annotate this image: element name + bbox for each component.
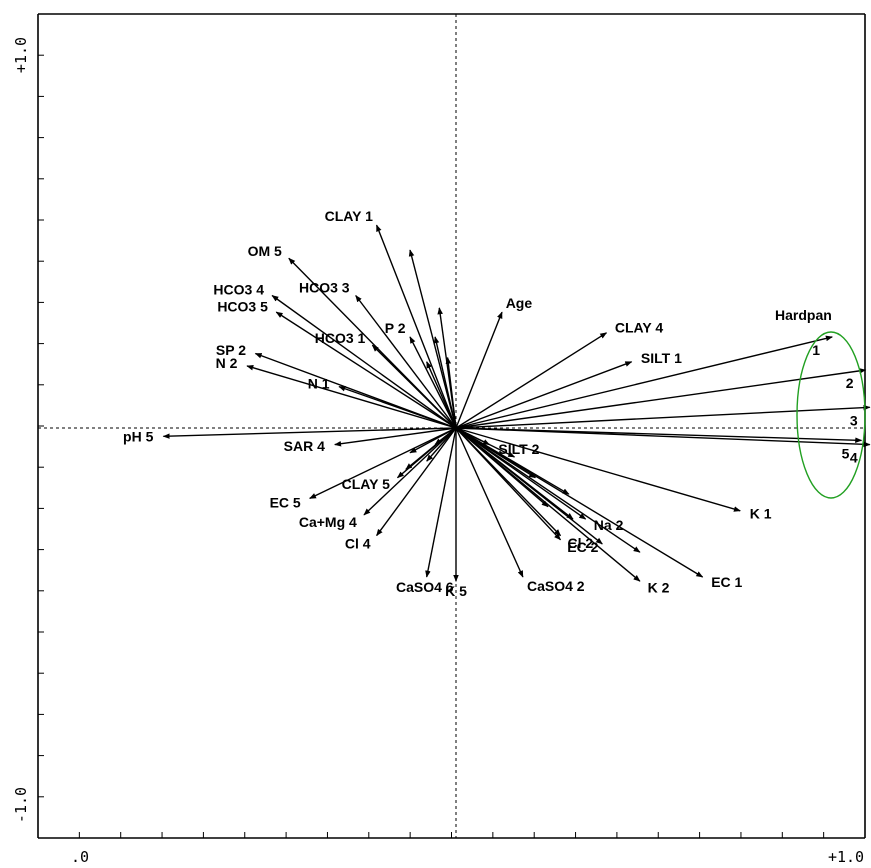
vector-clay-4 [455,332,608,429]
y-tick-label-1: -1.0 [12,787,30,823]
vector-age [455,311,503,429]
vector-n-1 [338,385,457,429]
vector-label-ca-mg-4: Ca+Mg 4 [299,514,357,530]
vector-label-ph-5: pH 5 [123,429,154,445]
vector-k-1 [455,427,741,512]
vector-label-clay-5: CLAY 5 [342,476,390,492]
vector-hco3-4 [271,294,457,429]
vector-label-k-5: K 5 [445,583,467,599]
vector-label-k-2: K 2 [648,580,670,596]
vector-ec-5 [309,427,457,500]
vector-label-n-1: N 1 [308,375,330,391]
vector-ec-1 [455,427,704,578]
vector-label-na-2: Na 2 [594,517,624,533]
vector-label-ec-2: EC 2 [567,539,598,555]
vector-cl-4 [376,427,457,537]
vector-3 [455,404,871,429]
vector-label-silt-1: SILT 1 [641,350,682,366]
vector-ph-5 [162,427,457,439]
vector-caso4-6 [425,427,457,578]
vector-label-ec-1: EC 1 [711,574,742,590]
vector-label-om-5: OM 5 [248,243,282,259]
vector-label-hco3-1: HCO3 1 [315,330,366,346]
unlabeled-vector-2 [433,336,457,429]
x-tick-label-0: .0 [71,848,89,866]
vector-label-p-2: P 2 [385,320,406,336]
vector-label-ec-5: EC 5 [270,495,301,511]
hardpan-label: Hardpan [775,307,832,323]
vector-label-4: 4 [850,450,858,466]
axis-ticks [37,13,866,839]
plot-frame [37,13,866,839]
vector-label-silt-2: SILT 2 [498,441,539,457]
vector-hco3-3 [355,294,457,429]
vector-na-2 [455,427,587,520]
vector-clay-1 [375,224,457,429]
vector-p-2 [409,336,457,429]
vector-label-5: 5 [842,445,850,461]
vector-label-1: 1 [812,342,820,358]
vector-hco3-1 [371,344,457,429]
unlabeled-vector-0 [408,249,457,429]
vector-label-cl-2: Cl 2 [568,535,594,551]
vector-label-hco3-4: HCO3 4 [213,282,264,298]
unlabeled-vector-14 [455,427,603,545]
vector-label-2: 2 [846,375,854,391]
hardpan-ellipse [796,331,866,499]
vector-label-clay-4: CLAY 4 [615,319,663,335]
vector-1 [455,335,833,429]
vector-label-k-1: K 1 [750,506,772,522]
vector-caso4-2 [455,427,524,578]
vector-label-age: Age [506,295,533,311]
vector-label-hco3-3: HCO3 3 [299,280,350,296]
y-tick-label-0: +1.0 [12,37,30,73]
vector-label-caso4-2: CaSO4 2 [527,578,585,594]
vector-label-caso4-6: CaSO4 6 [396,579,454,595]
vector-label-n-2: N 2 [216,355,238,371]
vector-k-2 [455,427,641,582]
vector-sar-4 [334,427,457,447]
vector-label-clay-1: CLAY 1 [325,208,373,224]
x-tick-label-1: +1.0 [828,848,864,866]
vector-ec-2 [455,427,562,541]
vector-ca-mg-4 [363,427,457,516]
vector-silt-1 [455,361,633,429]
vector-2 [455,368,867,429]
vector-layer [162,224,871,582]
vector-label-hco3-5: HCO3 5 [217,299,268,315]
vector-n-2 [246,365,457,429]
vector-label-sar-4: SAR 4 [284,438,325,454]
vector-label-cl-4: Cl 4 [345,536,371,552]
unlabeled-vector-3 [445,356,457,429]
vector-label-3: 3 [850,412,858,428]
vector-5 [455,427,863,444]
vector-label-sp-2: SP 2 [216,342,246,358]
vector-hco3-5 [275,311,457,429]
